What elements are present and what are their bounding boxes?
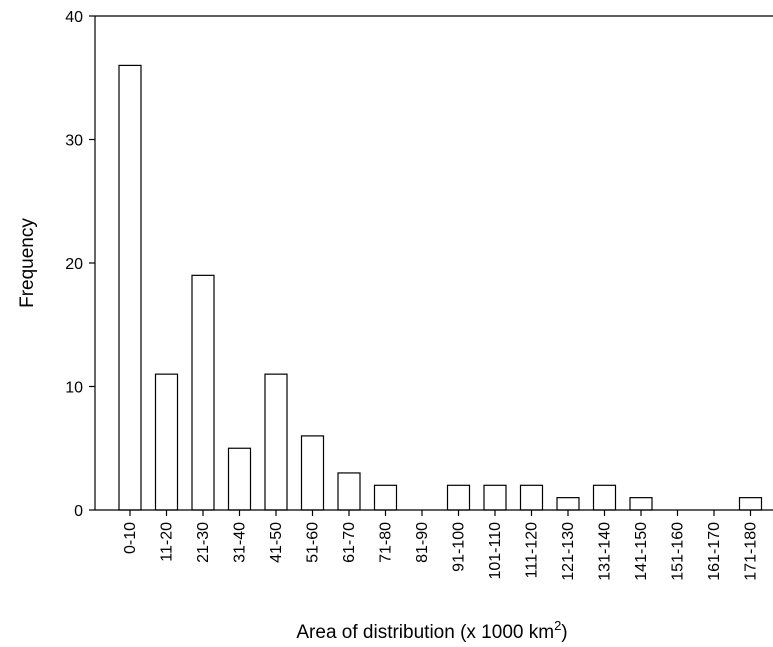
x-tick-label-121-130: 121-130 — [560, 522, 577, 581]
x-tick-label-141-150: 141-150 — [633, 522, 650, 581]
bar-41-50 — [264, 373, 288, 511]
x-tick-label-161-170: 161-170 — [706, 522, 723, 581]
x-tick-label-41-50: 41-50 — [268, 522, 285, 563]
y-tick-label-30: 30 — [65, 133, 83, 150]
x-tick-label-81-90: 81-90 — [414, 522, 431, 563]
x-tick-label-101-110: 101-110 — [487, 522, 504, 580]
bar-131-140 — [592, 484, 617, 511]
y-axis-title: Frequency — [17, 218, 38, 308]
bar-171-180 — [738, 497, 763, 511]
bar-101-110 — [483, 484, 507, 511]
bar-51-60 — [300, 435, 325, 511]
x-axis-title: Area of distribution (x 1000 km2) — [296, 618, 567, 643]
x-tick-label-171-180: 171-180 — [743, 522, 760, 581]
bars-group — [118, 64, 763, 511]
bar-31-40 — [227, 447, 252, 511]
bar-141-150 — [629, 497, 653, 511]
bar-91-100 — [446, 484, 471, 511]
bar-0-10 — [118, 64, 142, 511]
y-tick-label-40: 40 — [65, 9, 83, 26]
y-tick-label-10: 10 — [65, 380, 83, 397]
x-tick-label-91-100: 91-100 — [451, 522, 468, 572]
x-tick-label-31-40: 31-40 — [232, 522, 249, 563]
bar-121-130 — [556, 497, 580, 511]
x-axis-title-suffix: ) — [561, 622, 567, 643]
bar-21-30 — [191, 274, 215, 511]
bar-71-80 — [373, 484, 398, 511]
bar-111-120 — [519, 484, 544, 511]
x-tick-label-61-70: 61-70 — [341, 522, 358, 563]
x-axis-title-superscript: 2 — [554, 618, 561, 633]
x-tick-label-21-30: 21-30 — [195, 522, 212, 563]
x-tick-label-151-160: 151-160 — [670, 522, 687, 581]
x-axis-ticks: 0-10 11-20 21-30 31-40 41-50 51-60 61-70 71-80 8… — [122, 510, 760, 581]
x-tick-label-0-10: 0-10 — [122, 522, 139, 554]
y-tick-label-20: 20 — [65, 256, 83, 273]
x-tick-label-71-80: 71-80 — [378, 522, 395, 563]
x-tick-label-111-120: 111-120 — [524, 522, 541, 578]
x-tick-label-51-60: 51-60 — [305, 522, 322, 563]
x-axis-title-main: Area of distribution (x 1000 km — [296, 622, 554, 643]
bar-61-70 — [337, 472, 361, 511]
x-tick-label-11-20: 11-20 — [159, 522, 176, 562]
y-axis-ticks: 0 10 20 30 40 — [65, 9, 95, 520]
bar-11-20 — [154, 373, 179, 511]
y-tick-label-0: 0 — [74, 503, 83, 520]
x-tick-label-131-140: 131-140 — [597, 522, 614, 581]
